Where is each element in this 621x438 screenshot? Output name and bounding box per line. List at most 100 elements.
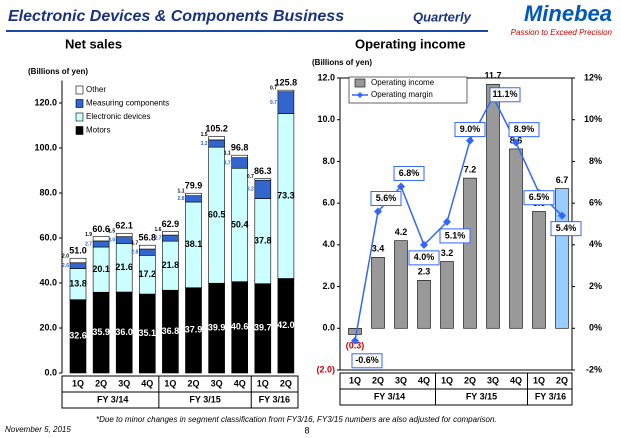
x-tick-label: 1Q — [441, 375, 453, 385]
x-tick-label: 3Q — [395, 375, 407, 385]
bar — [139, 244, 156, 250]
bar-label: 6.7 — [556, 175, 569, 185]
y-axis-title: (Billions of yen) — [28, 67, 88, 76]
bar-label: 37.9 — [185, 325, 203, 335]
x-tick-label: 4Q — [234, 378, 246, 388]
bar-label-small: 2.0 — [62, 254, 69, 260]
bar — [69, 257, 87, 264]
group-label: FY 3/15 — [466, 391, 497, 401]
margin-label: 9.0% — [460, 124, 481, 134]
bar-label: 37.8 — [254, 236, 272, 246]
bar-label: 50.4 — [231, 219, 249, 229]
bar-label-small: 1.5 — [108, 229, 115, 235]
bar — [139, 248, 156, 256]
bar-label: 13.8 — [69, 279, 87, 289]
y-tick-label: 60.0 — [39, 232, 57, 242]
total-label: 79.9 — [185, 181, 203, 191]
x-tick-label: 4Q — [510, 375, 522, 385]
x-tick-label: 2Q — [95, 378, 107, 388]
margin-label-box — [550, 221, 582, 237]
total-label: 62.9 — [162, 219, 180, 229]
date: November 5, 2015 — [5, 425, 71, 434]
bar-label-small: 8.2 — [247, 187, 254, 193]
bar — [115, 232, 133, 237]
legend-label: Electronic devices — [86, 112, 150, 121]
tagline: Passion to Exceed Precision — [511, 28, 613, 37]
y2-tick-label: 10% — [584, 114, 602, 124]
y2-tick-label: -2% — [586, 364, 602, 374]
legend-label: Measuring components — [86, 99, 169, 108]
total-label: 96.8 — [231, 143, 249, 153]
margin-label: 4.0% — [414, 252, 435, 262]
total-label: 56.8 — [139, 233, 157, 243]
legend-swatch — [75, 85, 84, 95]
margin-label-box — [439, 228, 471, 244]
margin-label: 6.8% — [399, 168, 420, 178]
legend-box — [348, 76, 468, 104]
margin-label-box — [370, 190, 402, 206]
bar-label: 39.9 — [208, 322, 226, 332]
margin-marker — [443, 217, 451, 226]
slide-subtitle: Quarterly — [413, 9, 472, 24]
x-tick-label: 3Q — [487, 375, 499, 385]
bar-label: 21.8 — [162, 260, 180, 270]
x-tick-label: 4Q — [418, 375, 430, 385]
bar-label: 38.1 — [185, 239, 203, 249]
legend-swatch — [75, 112, 84, 122]
bar-label-small: 3.0 — [108, 237, 115, 243]
page-number: 8 — [304, 425, 309, 435]
group-label: FY 3/15 — [189, 394, 220, 404]
bar — [162, 231, 179, 236]
bar-label: (0.3) — [346, 341, 365, 351]
margin-marker — [374, 207, 382, 216]
margin-label: -0.6% — [355, 355, 379, 365]
y2-tick-label: 4% — [589, 239, 602, 249]
y-tick-label: 6.0 — [322, 198, 335, 208]
bar-label: 17.2 — [139, 269, 157, 279]
bar-label: 21.6 — [115, 262, 133, 272]
bar-label: 2.3 — [418, 267, 431, 277]
bar — [254, 178, 272, 181]
x-tick-label: 2Q — [556, 375, 568, 385]
x-tick-label: 4Q — [141, 378, 153, 388]
bar-label-small: 2.7 — [85, 241, 92, 247]
bar — [185, 195, 202, 203]
group-label: FY 3/14 — [97, 394, 128, 404]
margin-marker — [397, 182, 405, 191]
total-label: 105.2 — [205, 124, 228, 134]
y-tick-label: 12.0 — [317, 72, 335, 82]
x-tick-label: 1Q — [533, 375, 545, 385]
bar-label-small: 9.7 — [270, 100, 277, 106]
total-label: 51.0 — [69, 246, 87, 256]
margin-marker — [512, 138, 520, 147]
bar-label: 20.1 — [92, 264, 110, 274]
margin-label-box — [489, 87, 521, 103]
bar — [231, 157, 248, 169]
bar — [69, 262, 87, 269]
bar-label: 3.2 — [441, 248, 454, 258]
y-axis-title: (Billions of yen) — [312, 58, 372, 67]
legend-marker — [357, 92, 363, 98]
bar-label: 42.0 — [277, 320, 295, 330]
y-tick-label: 0.0 — [44, 367, 57, 377]
bar — [555, 188, 569, 329]
bar-label-small: 2.6 — [62, 263, 69, 269]
y-tick-label: 120.0 — [34, 97, 57, 107]
margin-label: 5.1% — [445, 230, 466, 240]
x-tick-label: 3Q — [118, 378, 130, 388]
x-tick-label: 1Q — [349, 375, 361, 385]
margin-label-box — [351, 353, 383, 369]
margin-label: 8.9% — [514, 124, 535, 134]
y2-tick-label: 2% — [589, 281, 602, 291]
bar-label-small: 1.6 — [154, 227, 161, 233]
bar — [394, 240, 408, 329]
x-tick-label: 1Q — [72, 378, 84, 388]
y-tick-label: (2.0) — [316, 364, 335, 374]
legend-label: Operating income — [371, 78, 435, 87]
y2-tick-label: 12% — [584, 72, 602, 82]
chart-title: Operating income — [355, 36, 466, 51]
bar-label-small: 1.1 — [224, 151, 231, 157]
margin-label: 5.4% — [556, 223, 577, 233]
margin-label-box — [508, 122, 540, 138]
